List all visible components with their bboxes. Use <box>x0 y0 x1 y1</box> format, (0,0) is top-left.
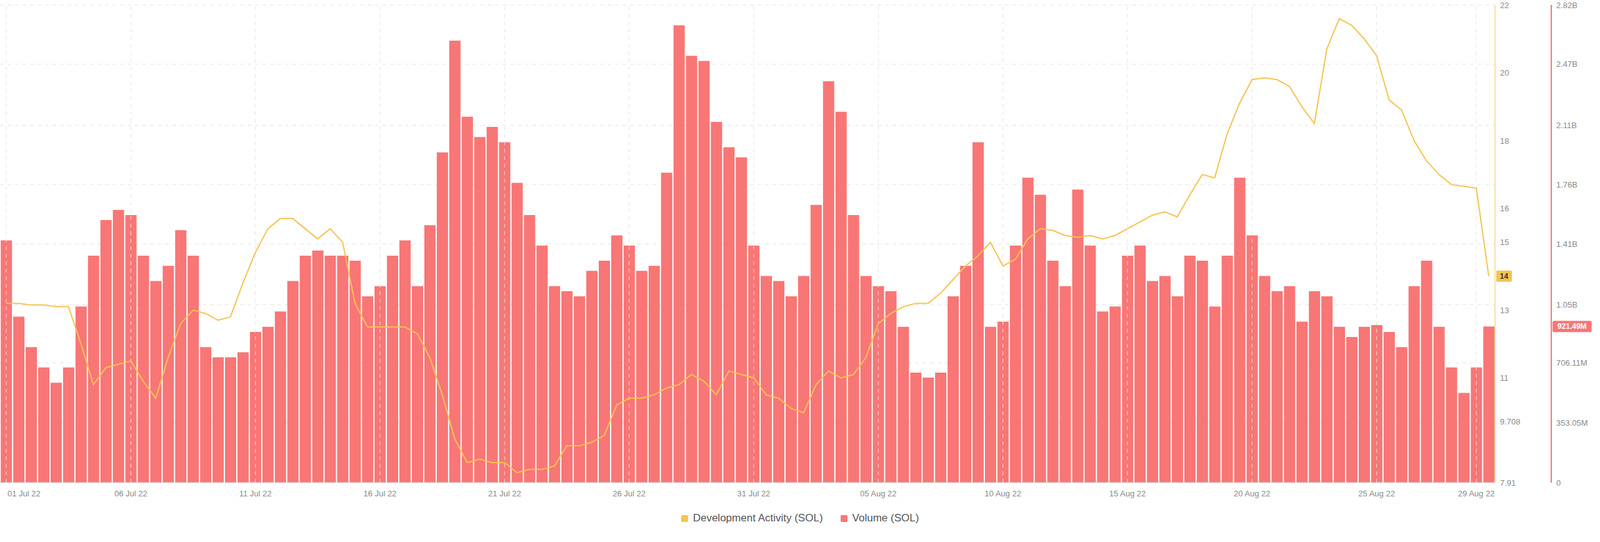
svg-text:31 Jul 22: 31 Jul 22 <box>737 488 771 499</box>
svg-text:16: 16 <box>1500 203 1509 214</box>
svg-text:9.708: 9.708 <box>1500 416 1521 427</box>
svg-text:13: 13 <box>1500 305 1509 315</box>
svg-text:1.76B: 1.76B <box>1556 180 1578 190</box>
svg-text:706.11M: 706.11M <box>1556 358 1588 368</box>
svg-text:26 Jul 22: 26 Jul 22 <box>612 488 646 499</box>
svg-text:2.47B: 2.47B <box>1556 59 1578 69</box>
svg-text:06 Jul 22: 06 Jul 22 <box>114 488 148 499</box>
svg-text:15 Aug 22: 15 Aug 22 <box>1109 488 1147 499</box>
svg-text:2.82B: 2.82B <box>1556 0 1578 10</box>
svg-text:1.41B: 1.41B <box>1556 239 1578 249</box>
svg-text:1.05B: 1.05B <box>1556 300 1578 310</box>
html-text:Volume (SOL): Volume (SOL) <box>852 511 919 524</box>
svg-text:0: 0 <box>1556 478 1561 488</box>
svg-text:921.49M: 921.49M <box>1557 321 1587 331</box>
svg-text:11: 11 <box>1500 373 1509 383</box>
svg-text:15: 15 <box>1500 237 1509 247</box>
svg-text:25 Aug 22: 25 Aug 22 <box>1358 488 1395 499</box>
svg-text:20: 20 <box>1500 68 1509 78</box>
svg-text:16 Jul 22: 16 Jul 22 <box>363 488 397 499</box>
svg-text:01 Jul 22: 01 Jul 22 <box>7 488 41 499</box>
svg-text:20 Aug 22: 20 Aug 22 <box>1233 488 1271 499</box>
svg-text:353.05M: 353.05M <box>1556 418 1589 428</box>
svg-text:14: 14 <box>1500 271 1509 281</box>
svg-text:7.91: 7.91 <box>1500 478 1516 488</box>
svg-text:21 Jul 22: 21 Jul 22 <box>488 488 522 499</box>
svg-text:10 Aug 22: 10 Aug 22 <box>984 488 1022 499</box>
svg-text:22: 22 <box>1500 0 1509 10</box>
svg-text:2.11B: 2.11B <box>1556 120 1577 130</box>
svg-text:29 Aug 22: 29 Aug 22 <box>1458 488 1495 499</box>
html-text:Development Activity (SOL): Development Activity (SOL) <box>692 511 823 524</box>
svg-text:18: 18 <box>1500 136 1509 146</box>
svg-text:05 Aug 22: 05 Aug 22 <box>860 488 897 499</box>
svg-text:11 Jul 22: 11 Jul 22 <box>239 488 272 499</box>
